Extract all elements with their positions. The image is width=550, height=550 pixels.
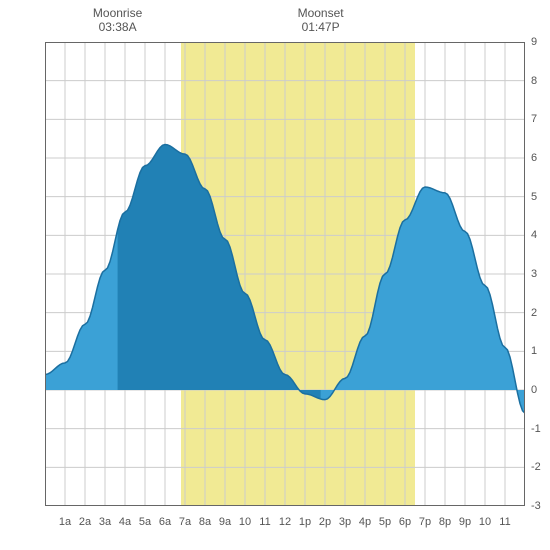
x-tick: 12: [279, 516, 291, 528]
y-tick: 0: [531, 384, 548, 396]
x-tick: 2p: [319, 516, 331, 528]
y-tick: 2: [531, 307, 548, 319]
y-tick: 9: [531, 36, 548, 48]
moonset-label: Moonset 01:47P: [298, 6, 344, 35]
x-tick: 9p: [459, 516, 471, 528]
plot-svg: [45, 42, 525, 506]
x-tick: 8p: [439, 516, 451, 528]
moonrise-label: Moonrise 03:38A: [93, 6, 142, 35]
y-tick: 6: [531, 152, 548, 164]
x-tick: 7a: [179, 516, 191, 528]
x-tick: 6p: [399, 516, 411, 528]
y-tick: 5: [531, 191, 548, 203]
x-tick: 5p: [379, 516, 391, 528]
y-tick: 1: [531, 345, 548, 357]
x-tick: 10: [479, 516, 491, 528]
plot-area: [45, 42, 525, 506]
x-tick: 2a: [79, 516, 91, 528]
x-tick: 8a: [199, 516, 211, 528]
x-tick: 7p: [419, 516, 431, 528]
x-tick: 11: [259, 516, 270, 528]
x-tick: 9a: [219, 516, 231, 528]
x-tick: 3a: [99, 516, 111, 528]
tide-chart: { "header": { "moonrise": { "title": "Mo…: [0, 0, 550, 550]
y-tick: 8: [531, 75, 548, 87]
x-tick: 10: [239, 516, 251, 528]
y-tick: -3: [531, 500, 548, 512]
moonset-time: 01:47P: [298, 20, 344, 34]
y-tick: 4: [531, 229, 548, 241]
moonset-title: Moonset: [298, 6, 344, 20]
x-axis: 1a 2a 3a 4a 5a 6a 7a 8a 9a 10 11 12 1p 2p 3p 4p 5p 6p 7p 8p…: [45, 510, 525, 540]
x-tick: 5a: [139, 516, 151, 528]
moonrise-time: 03:38A: [93, 20, 142, 34]
x-tick: 4a: [119, 516, 131, 528]
x-tick: 3p: [339, 516, 351, 528]
x-tick: 1a: [59, 516, 71, 528]
y-tick: 3: [531, 268, 548, 280]
y-tick: -2: [531, 461, 548, 473]
x-tick: 11: [499, 516, 510, 528]
y-tick: 7: [531, 113, 548, 125]
x-tick: 4p: [359, 516, 371, 528]
y-axis: -3-2-10123456789: [525, 42, 550, 506]
x-tick: 6a: [159, 516, 171, 528]
y-tick: -1: [531, 423, 548, 435]
chart-header: Moonrise 03:38A Moonset 01:47P: [0, 6, 550, 46]
moonrise-title: Moonrise: [93, 6, 142, 20]
x-tick: 1p: [299, 516, 311, 528]
